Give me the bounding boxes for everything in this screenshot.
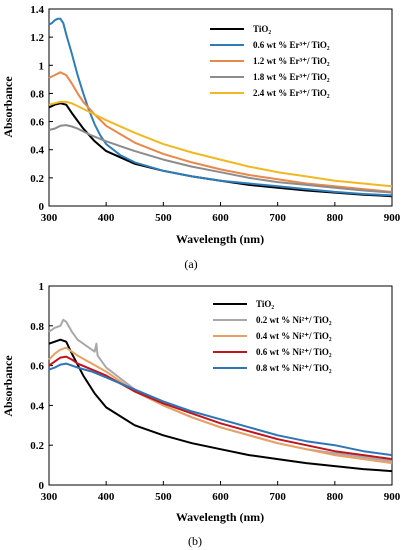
x-tick-label: 900 (384, 491, 401, 503)
y-tick-label: 1.4 (30, 4, 44, 16)
x-tick-label: 400 (98, 491, 115, 503)
legend-label: 0.4 wt % Ni²⁺/ TiO₂ (256, 331, 332, 341)
x-axis-title: Wavelength (nm) (176, 232, 264, 246)
y-tick-label: 1 (39, 281, 45, 293)
y-tick-label: 0.2 (30, 173, 44, 185)
x-tick-label: 600 (212, 491, 229, 503)
chart-panel-a: 300 400 500 600 700 800 900 0 0.2 0.4 0.6 0.8 1 1.2 1… (1, 4, 401, 271)
legend-label: TiO₂ (253, 24, 271, 34)
y-axis: 0 0.2 0.4 0.6 0.8 1 1.2 1.4 (30, 4, 53, 213)
legend-label: 1.8 wt % Er³⁺/ TiO₂ (253, 72, 330, 82)
y-tick-label: 1.2 (30, 32, 44, 44)
x-tick-label: 500 (155, 212, 172, 224)
x-tick-label: 600 (212, 212, 229, 224)
y-tick-label: 0.6 (30, 117, 44, 129)
legend: TiO₂ 0.6 wt % Er³⁺/ TiO₂ 1.2 wt % Er³⁺/ Ti… (210, 24, 330, 98)
x-axis: 300 400 500 600 700 800 900 (41, 481, 401, 503)
x-tick-label: 900 (384, 212, 401, 224)
y-axis: 0 0.2 0.4 0.6 0.8 1 (30, 281, 53, 492)
series-line-2 (48, 318, 393, 463)
legend-label: 1.2 wt % Er³⁺/ TiO₂ (253, 56, 330, 66)
x-tick-label: 800 (327, 491, 344, 503)
y-tick-label: 0 (39, 480, 45, 492)
y-tick-label: 0.4 (30, 145, 44, 157)
legend-label: 0.6 wt % Er³⁺/ TiO₂ (253, 40, 330, 50)
series-lines (48, 318, 393, 473)
legend-label: 0.6 wt % Ni²⁺/ TiO₂ (256, 347, 332, 357)
series-line-2 (48, 17, 393, 197)
series-line-3 (48, 71, 393, 193)
y-tick-label: 0.4 (30, 400, 44, 412)
y-tick-label: 0.2 (30, 440, 44, 452)
series-line-4 (48, 355, 393, 461)
y-axis-title: Absorbance (1, 355, 15, 417)
x-tick-label: 300 (41, 491, 58, 503)
series-line-5 (48, 100, 393, 188)
legend: TiO₂ 0.2 wt % Ni²⁺/ TiO₂ 0.4 wt % Ni²⁺/ Ti… (213, 299, 332, 373)
panel-caption: (b) (188, 534, 202, 548)
x-tick-label: 300 (41, 212, 58, 224)
y-tick-label: 0.8 (30, 321, 44, 333)
x-tick-label: 700 (269, 491, 286, 503)
series-lines (48, 17, 393, 198)
chart-panel-b: 300 400 500 600 700 800 900 0 0.2 0.4 0.6 0.8 1 TiO… (1, 281, 401, 548)
x-tick-label: 500 (155, 491, 172, 503)
y-tick-label: 1 (39, 60, 45, 72)
legend-label: 0.2 wt % Ni²⁺/ TiO₂ (256, 315, 332, 325)
series-line-4 (48, 124, 393, 194)
x-axis-title: Wavelength (nm) (176, 510, 264, 524)
y-tick-label: 0.8 (30, 88, 44, 100)
y-tick-label: 0.6 (30, 361, 44, 373)
x-tick-label: 800 (327, 212, 344, 224)
x-tick-label: 400 (98, 212, 115, 224)
legend-label: 2.4 wt % Er³⁺/ TiO₂ (253, 88, 330, 98)
x-tick-label: 700 (269, 212, 286, 224)
x-axis: 300 400 500 600 700 800 900 (41, 202, 401, 224)
legend-label: TiO₂ (256, 299, 274, 309)
legend-label: 0.8 wt % Ni²⁺/ TiO₂ (256, 363, 332, 373)
y-axis-title: Absorbance (1, 76, 15, 138)
panel-caption: (a) (184, 257, 197, 271)
series-line-5 (48, 362, 393, 457)
y-tick-label: 0 (39, 201, 45, 213)
series-line-1 (48, 338, 393, 473)
plot-area-border (48, 8, 393, 207)
